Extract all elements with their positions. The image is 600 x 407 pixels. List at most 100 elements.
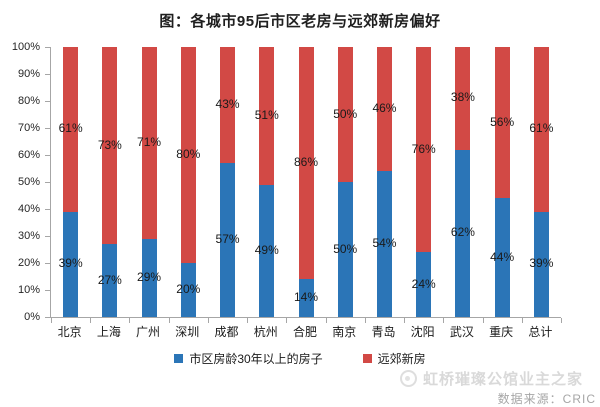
x-axis-category-label: 深圳 bbox=[175, 325, 200, 339]
y-axis-tick-label: 90% bbox=[17, 68, 40, 80]
bar-value-label-new-house: 80% bbox=[176, 147, 201, 161]
bar-segment-new-house bbox=[337, 47, 353, 182]
x-axis-tick-mark bbox=[404, 318, 406, 323]
x-axis-category-label: 重庆 bbox=[489, 325, 514, 339]
x-axis-category-label: 南京 bbox=[332, 325, 357, 339]
bar-segment-new-house bbox=[533, 47, 549, 212]
bar-segment-old-house bbox=[298, 279, 314, 317]
bar-value-label-new-house: 43% bbox=[215, 97, 240, 112]
y-axis-tick-mark bbox=[45, 209, 50, 210]
watermark-logo-icon bbox=[399, 370, 417, 387]
bar-value-label-old-house: 57% bbox=[215, 232, 240, 247]
x-axis-tick-mark bbox=[286, 318, 288, 323]
y-axis-tick-label: 80% bbox=[17, 95, 40, 107]
bar-value-label-new-house: 86% bbox=[293, 155, 319, 170]
bar-segment-old-house bbox=[259, 184, 275, 317]
bar-value-label-old-house: 54% bbox=[372, 236, 397, 251]
x-axis-tick-mark bbox=[247, 318, 249, 323]
bar-segment-old-house bbox=[141, 238, 157, 317]
x-axis-category-label: 杭州 bbox=[253, 325, 278, 339]
bar-value-label-old-house: 50% bbox=[333, 241, 358, 256]
x-axis-category-label: 沈阳 bbox=[410, 325, 435, 339]
y-axis-tick-label: 100% bbox=[11, 41, 40, 53]
bar-segment-new-house bbox=[259, 47, 275, 185]
y-axis-tick-label: 50% bbox=[17, 176, 40, 188]
y-axis-tick-mark bbox=[45, 182, 50, 183]
bar-value-label-old-house: 62% bbox=[450, 225, 475, 240]
bar-segment-new-house bbox=[102, 47, 118, 245]
y-axis-tick-mark bbox=[45, 47, 50, 48]
bar-segment-old-house bbox=[494, 198, 510, 317]
bar-value-label-new-house: 71% bbox=[137, 134, 162, 149]
x-axis-category-label: 合肥 bbox=[292, 325, 317, 339]
x-axis-tick-mark bbox=[521, 318, 523, 323]
bar-segment-new-house bbox=[180, 47, 196, 263]
legend-item-new-house: 远郊新房 bbox=[362, 350, 426, 367]
y-axis-tick-mark bbox=[45, 101, 50, 102]
bar-value-label-new-house: 50% bbox=[333, 106, 358, 121]
x-axis-tick-mark bbox=[443, 318, 445, 323]
bar-segment-old-house bbox=[102, 244, 118, 317]
x-axis-category-label: 广州 bbox=[136, 325, 161, 339]
y-axis-tick-mark bbox=[45, 74, 50, 75]
x-axis-tick-mark bbox=[364, 318, 366, 323]
legend-swatch-red-icon bbox=[362, 354, 372, 363]
x-axis-tick-mark bbox=[129, 318, 131, 323]
y-axis-tick-label: 20% bbox=[17, 257, 40, 269]
watermark-text: 虹桥璀璨公馆业主之家 bbox=[422, 371, 583, 388]
bar-value-label-old-house: 20% bbox=[176, 282, 201, 296]
x-axis-category-label: 上海 bbox=[96, 325, 121, 339]
legend-swatch-blue-icon bbox=[174, 354, 184, 363]
y-axis-tick-label: 0% bbox=[24, 311, 40, 323]
y-axis-tick-label: 10% bbox=[17, 284, 40, 296]
y-axis-tick-mark bbox=[45, 317, 50, 318]
bar-value-label-new-house: 46% bbox=[372, 101, 397, 116]
bar-value-label-new-house: 76% bbox=[411, 141, 436, 156]
x-axis-category-label: 北京 bbox=[57, 325, 82, 339]
bar-value-label-new-house: 61% bbox=[58, 121, 83, 136]
chart-title: 图：各城市95后市区老房与远郊新房偏好 bbox=[159, 13, 441, 30]
bar-segment-new-house bbox=[494, 47, 510, 199]
x-axis-tick-mark bbox=[561, 318, 562, 323]
bar-segment-old-house bbox=[455, 149, 471, 317]
bar-value-label-new-house: 56% bbox=[490, 114, 515, 129]
bar-value-label-old-house: 24% bbox=[411, 276, 436, 291]
watermark: 虹桥璀璨公馆业主之家 bbox=[399, 368, 583, 389]
bar-segment-old-house bbox=[416, 252, 432, 317]
bar-value-label-old-house: 49% bbox=[254, 242, 279, 257]
legend: 市区房龄30年以上的房子 远郊新房 bbox=[0, 350, 600, 367]
legend-label-new-house: 远郊新房 bbox=[377, 352, 426, 366]
data-source-text: 数据来源：CRIC bbox=[497, 392, 596, 406]
y-axis-tick-label: 70% bbox=[17, 122, 40, 134]
y-axis-tick-mark bbox=[45, 155, 50, 156]
x-axis-category-label: 总计 bbox=[528, 325, 553, 339]
bar-segment-old-house bbox=[533, 211, 549, 317]
bar-segment-new-house bbox=[416, 47, 432, 253]
y-axis-tick-mark bbox=[45, 290, 50, 291]
y-axis-tick-mark bbox=[45, 236, 50, 237]
y-axis-labels: 100% 90% 80% 70% 60% 50% 40% 30% 20% 10% 0% bbox=[0, 41, 45, 323]
bar-value-label-old-house: 39% bbox=[529, 256, 554, 271]
bar-segment-old-house bbox=[337, 182, 353, 317]
bar-value-label-new-house: 61% bbox=[529, 121, 554, 136]
x-axis-category-label: 武汉 bbox=[449, 325, 474, 339]
x-axis-tick-mark bbox=[482, 318, 484, 323]
bar-segment-new-house bbox=[298, 47, 314, 280]
bar-value-label-old-house: 27% bbox=[97, 272, 122, 287]
x-axis-tick-mark bbox=[325, 318, 327, 323]
bar-segment-new-house bbox=[376, 47, 392, 172]
plot-area: 39% 61% 27% 73% 29% 71% 20% 80% 57% 43% 49% 51% 14% 8… bbox=[45, 47, 562, 323]
bar-value-label-new-house: 51% bbox=[254, 107, 279, 122]
bar-segment-new-house bbox=[455, 47, 471, 150]
bar-segment-new-house bbox=[220, 47, 236, 164]
bar-value-label-old-house: 39% bbox=[58, 256, 83, 271]
y-axis-tick-label: 60% bbox=[17, 149, 40, 161]
x-axis-tick-mark bbox=[207, 318, 209, 323]
y-axis-tick-mark bbox=[45, 128, 50, 129]
x-axis-category-label: 成都 bbox=[214, 325, 239, 339]
bar-segment-old-house bbox=[376, 171, 392, 317]
x-axis-category-label: 青岛 bbox=[371, 325, 396, 339]
bar-value-label-new-house: 38% bbox=[450, 90, 475, 105]
bar-segment-new-house bbox=[63, 47, 79, 212]
